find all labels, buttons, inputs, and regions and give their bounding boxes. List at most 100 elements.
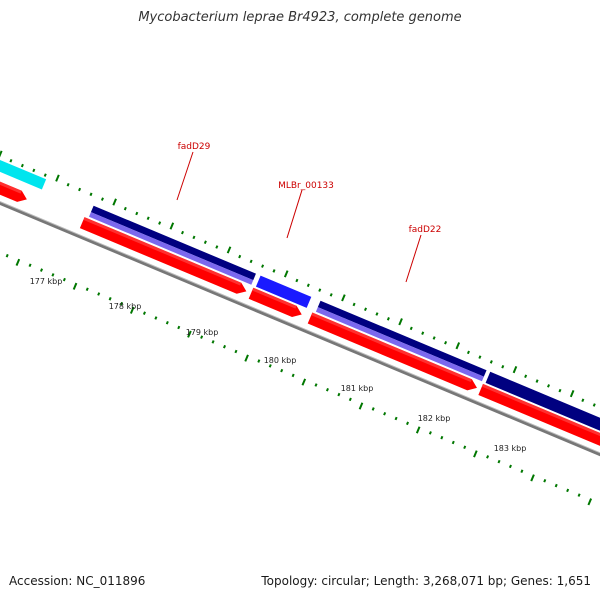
inner-tick — [486, 455, 490, 459]
outer-tick — [20, 163, 24, 168]
gene-fadD29-purple — [88, 212, 254, 285]
inner-tick — [51, 273, 55, 277]
outer-tick — [547, 384, 551, 388]
outer-tick — [432, 336, 436, 340]
outer-tick — [55, 174, 60, 182]
gene-label-fadD22: fadD22 — [409, 225, 442, 235]
outer-tick — [386, 317, 390, 321]
outer-tick — [558, 388, 562, 393]
outer-tick — [524, 374, 528, 379]
inner-tick — [440, 435, 444, 440]
cds-arrow-fadD29 — [79, 217, 247, 294]
inner-tick — [154, 316, 158, 320]
inner-tick — [577, 493, 581, 497]
outer-tick — [181, 230, 185, 235]
scale-label-180kbp: 180 kbp — [264, 356, 297, 365]
inner-tick — [177, 325, 181, 330]
outer-tick — [249, 259, 253, 264]
footer-accession: Accession: NC_011896 — [9, 574, 146, 588]
genome-backbone — [0, 200, 600, 457]
inner-tick — [108, 297, 112, 301]
inner-tick — [301, 378, 307, 386]
cds-arrow-fadD29-shine — [83, 217, 242, 286]
gene-fadD22-purple — [315, 307, 484, 382]
outer-tick — [478, 355, 482, 359]
outer-tick — [375, 312, 379, 316]
outer-tick — [409, 326, 413, 331]
outer-tick — [501, 364, 505, 369]
inner-tick — [325, 388, 329, 392]
inner-tick-ring — [5, 253, 593, 506]
inner-tick — [371, 407, 375, 411]
outer-tick — [261, 264, 265, 268]
outer-tick — [489, 360, 493, 364]
outer-tick — [238, 254, 242, 259]
outer-tick — [89, 192, 93, 197]
gene-fadD22-navy — [317, 300, 487, 377]
inner-tick — [165, 320, 169, 325]
inner-tick — [473, 450, 478, 458]
outer-tick — [78, 187, 82, 192]
cds-arrow-next — [478, 383, 600, 446]
outer-tick — [421, 331, 425, 335]
outer-tick — [112, 198, 117, 206]
scale-label-179kbp: 179 kbp — [186, 328, 219, 337]
outer-tick — [0, 150, 3, 158]
inner-tick — [348, 397, 352, 402]
inner-tick — [394, 416, 398, 421]
outer-tick — [169, 222, 175, 230]
cds-arrow-fadD22 — [307, 312, 477, 391]
outer-tick — [295, 278, 299, 283]
outer-tick — [146, 216, 150, 221]
inner-tick — [291, 373, 295, 378]
map-title: Mycobacterium leprae Br4923, complete ge… — [138, 10, 462, 25]
gene-cyan — [0, 160, 47, 190]
inner-tick — [530, 474, 535, 482]
gene-next-navy — [485, 371, 600, 431]
inner-tick — [358, 402, 364, 410]
cds-arrow-MLBr_00133 — [248, 287, 302, 317]
outer-tick — [581, 398, 585, 403]
outer-tick — [32, 168, 36, 173]
backbone-line — [0, 201, 600, 457]
cds-arrow-next-shine — [481, 383, 600, 437]
inner-tick — [257, 359, 261, 363]
outer-tick — [364, 307, 368, 312]
outer-tick — [215, 245, 219, 249]
gene-label-fadD29: fadD29 — [178, 142, 211, 152]
inner-tick — [40, 268, 44, 272]
inner-tick — [520, 469, 524, 473]
inner-tick — [97, 292, 101, 296]
inner-tick — [554, 483, 558, 488]
cds-arrow-left-shine — [0, 181, 22, 194]
scale-labels: 177 kbp 178 kbp 179 kbp 180 kbp 181 kbp … — [30, 277, 527, 453]
inner-tick — [142, 311, 146, 315]
inner-tick — [406, 421, 410, 426]
outer-tick — [444, 340, 448, 345]
cds-arrow-MLBr_00133-shine — [252, 287, 297, 309]
outer-tick — [569, 389, 575, 398]
inner-tick — [129, 306, 135, 314]
inner-tick — [451, 440, 455, 445]
outer-tick — [283, 270, 289, 278]
outer-tick — [455, 342, 461, 350]
gene-MLBr_00133 — [255, 275, 312, 308]
inner-tick — [85, 287, 89, 291]
outer-tick — [592, 403, 596, 407]
outer-tick — [318, 288, 322, 292]
inner-tick — [28, 263, 32, 268]
inner-tick — [383, 411, 387, 416]
inner-tick — [72, 282, 78, 290]
outer-tick — [226, 246, 232, 254]
outer-tick — [466, 350, 470, 355]
inner-tick — [268, 364, 272, 368]
inner-tick — [280, 368, 284, 373]
inner-tick — [463, 445, 467, 450]
outer-tick — [203, 240, 207, 244]
inner-tick — [244, 354, 249, 362]
inner-tick — [508, 464, 512, 469]
outer-tick — [43, 173, 47, 177]
inner-tick — [211, 340, 215, 344]
outer-tick — [535, 379, 539, 383]
